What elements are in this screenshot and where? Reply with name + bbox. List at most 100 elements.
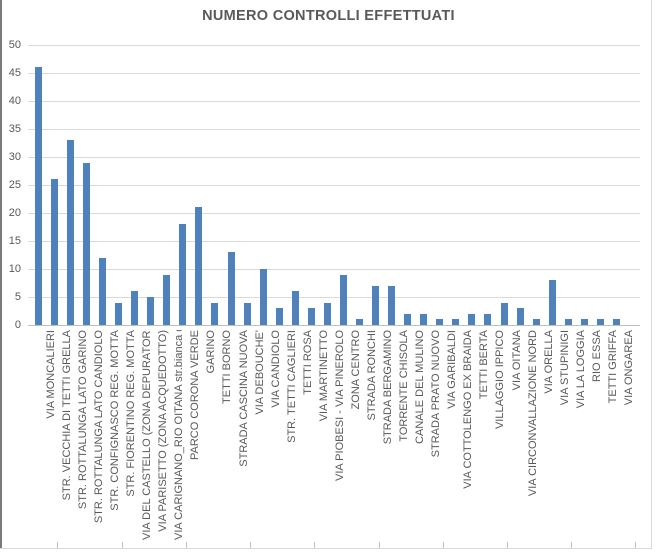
x-tick-label: VIA PIOBESI - VIA PINEROLO <box>333 330 346 481</box>
x-tick-label: STR. TETTI CAGLIERI <box>285 330 298 443</box>
bar <box>82 162 90 325</box>
bar <box>307 308 315 325</box>
category-axis-tick <box>378 542 380 548</box>
bar <box>131 291 139 325</box>
x-axis-line <box>28 325 640 326</box>
y-tick-label-25: 25 <box>8 179 21 191</box>
y-tick-label-50: 50 <box>8 39 21 51</box>
chart-frame-bottom <box>0 548 652 549</box>
x-tick-label: TETTI BERTA <box>478 330 491 400</box>
gridline-5 <box>28 297 640 298</box>
bar <box>275 308 283 325</box>
x-tick-label: VIA DEBOUCHE' <box>253 330 266 415</box>
bar <box>596 319 604 325</box>
bar <box>500 302 508 325</box>
y-tick-label-35: 35 <box>8 123 21 135</box>
gridline-20 <box>28 213 640 214</box>
category-axis-tick <box>571 542 573 548</box>
bar <box>66 140 74 325</box>
x-tick-label: TETTI GRIFFA <box>606 330 619 404</box>
x-tick-label: STR. FIORENTINO REG. MOTTA <box>125 330 138 497</box>
bar <box>243 302 251 325</box>
x-tick-label: GARINO <box>205 330 218 374</box>
bar <box>452 319 460 325</box>
x-tick-label: STRADA PRATO NUOVO <box>430 330 443 458</box>
gridline-25 <box>28 185 640 186</box>
bar <box>532 319 540 325</box>
gridline-45 <box>28 73 640 74</box>
x-tick-label: VIA MONCALIERI <box>44 330 57 419</box>
bar <box>548 280 556 325</box>
bar <box>612 319 620 325</box>
x-tick-label: VIA CANDIOLO <box>269 330 282 408</box>
category-axis-tick <box>506 542 508 548</box>
bar <box>195 207 203 325</box>
x-tick-label: VIA COTTOLENGO EX BRAIDA <box>462 330 475 489</box>
bar <box>259 269 267 325</box>
chart-left-edge <box>0 0 2 548</box>
x-tick-label: PARCO CORONA VERDE <box>189 330 202 460</box>
bar <box>372 285 380 325</box>
y-tick-label-10: 10 <box>8 263 21 275</box>
bar <box>436 319 444 325</box>
x-tick-label: VIA PARISETTO (ZONA ACQUEDOTTO) <box>157 330 170 532</box>
category-axis-tick <box>250 542 252 548</box>
y-tick-label-0: 0 <box>14 319 21 331</box>
bar <box>484 313 492 325</box>
x-tick-label: RIO ESSA <box>590 330 603 382</box>
x-tick-label: STR. ROTTALUNGA LATO CANDIOLO <box>92 330 105 524</box>
x-tick-label: STR. VECCHIA DI TETTI GRELLA <box>60 330 73 501</box>
x-tick-label: VIA STUPINIGI <box>558 330 571 406</box>
bar <box>163 274 171 325</box>
x-tick-label: VIA GARIBALDI <box>446 330 459 409</box>
x-tick-label: CANALE DEL MULINO <box>414 330 427 444</box>
gridline-15 <box>28 241 640 242</box>
gridline-10 <box>28 269 640 270</box>
x-tick-label: VIA DEL CASTELLO (ZONA DEPURATORE) <box>141 330 154 540</box>
category-axis-tick <box>57 542 59 548</box>
bar <box>227 252 235 325</box>
x-tick-label: STRADA RONCHI <box>366 330 378 421</box>
y-tick-label-45: 45 <box>8 67 21 79</box>
x-tick-label: STR. ROTTALUNGA LATO GARINO <box>76 330 89 510</box>
bar <box>34 67 42 325</box>
y-tick-label-15: 15 <box>8 235 21 247</box>
x-tick-label: VIA OITANA <box>510 330 523 391</box>
gridline-40 <box>28 101 640 102</box>
gridline-35 <box>28 129 640 130</box>
bar <box>564 319 572 325</box>
chart-title: NUMERO CONTROLLI EFFETTUATI <box>202 8 455 24</box>
x-tick-label: VIA ORELLA <box>542 330 555 394</box>
bar <box>580 319 588 325</box>
x-tick-label: VIA LA LOGGIA <box>574 330 587 409</box>
x-tick-label: VIA ONGAREA <box>622 330 635 406</box>
x-tick-label: TORRENTE CHISOLA <box>398 330 411 442</box>
bar <box>115 302 123 325</box>
category-axis-tick <box>635 542 637 548</box>
x-tick-label: STR. CONFIGNASCO REG. MOTTA <box>109 330 122 511</box>
bar <box>388 285 396 325</box>
x-tick-label: VIA CARIGNANO_RIO OITANA str.bianca di… <box>173 330 186 540</box>
category-axis-tick <box>185 542 187 548</box>
y-tick-label-30: 30 <box>8 151 21 163</box>
bar <box>50 179 58 325</box>
bar <box>339 274 347 325</box>
x-tick-label: TETTI ROSA <box>301 330 314 395</box>
bar <box>420 313 428 325</box>
gridline-30 <box>28 157 640 158</box>
bar <box>468 313 476 325</box>
y-tick-label-20: 20 <box>8 207 21 219</box>
bar <box>291 291 299 325</box>
gridline-50 <box>28 45 640 46</box>
y-tick-label-5: 5 <box>14 291 21 303</box>
bar <box>147 297 155 325</box>
chart-frame-right <box>651 0 652 548</box>
category-axis-tick <box>442 542 444 548</box>
bar <box>211 302 219 325</box>
x-tick-label: STRADA CASCINA NUOVA <box>237 330 250 467</box>
bar <box>99 257 107 325</box>
category-axis-tick <box>121 542 123 548</box>
bar <box>179 224 187 325</box>
